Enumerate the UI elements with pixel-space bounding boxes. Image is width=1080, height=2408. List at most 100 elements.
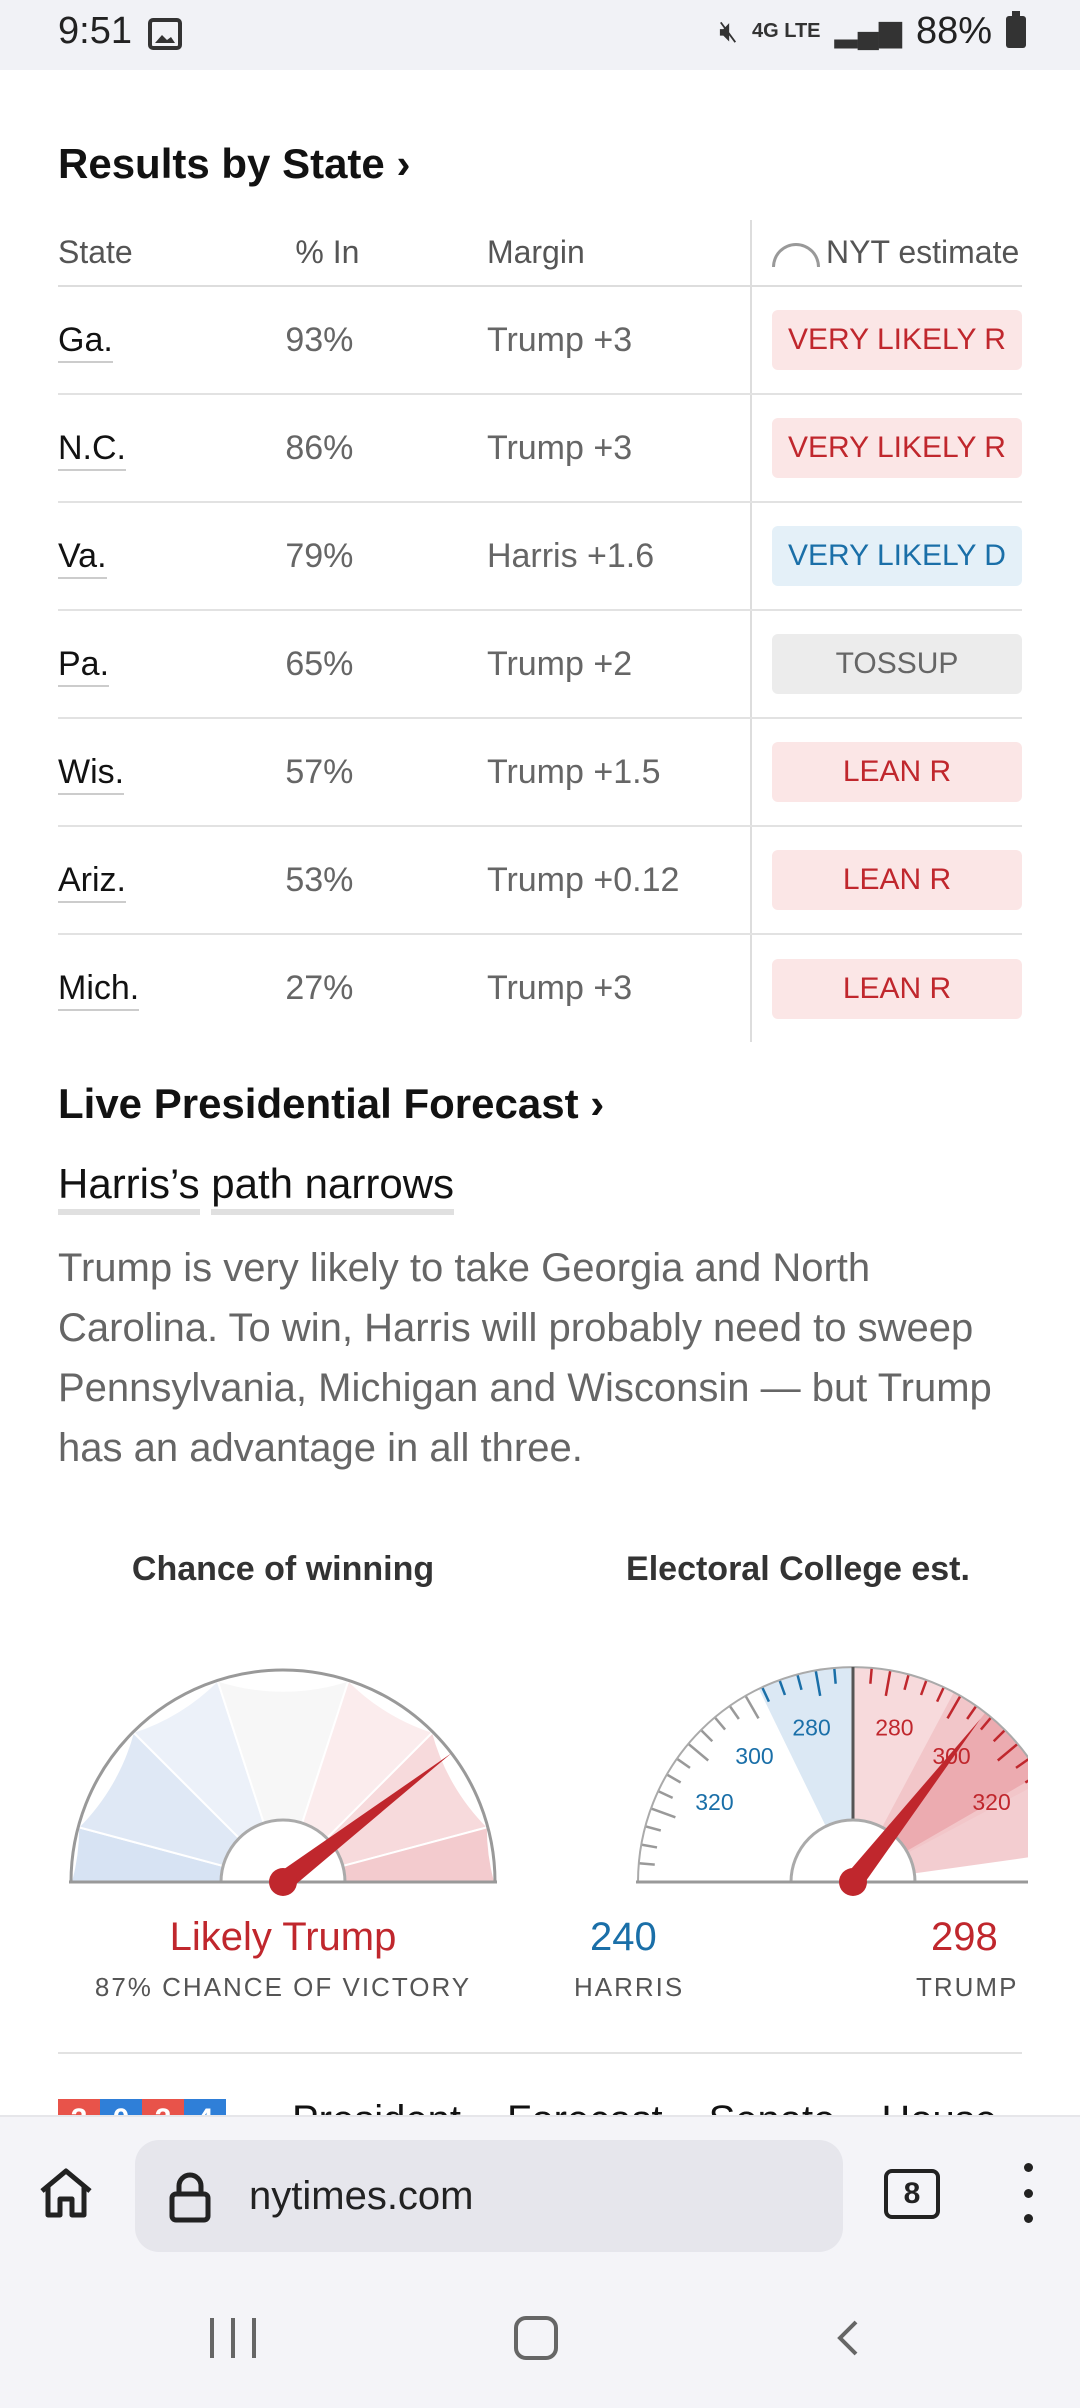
tick-mark [645, 1825, 662, 1832]
tick-mark [979, 1716, 993, 1731]
tick-mark [935, 1686, 945, 1703]
tick-label: 280 [792, 1714, 830, 1740]
tick-mark [966, 1705, 978, 1720]
trump-ev: 298 [931, 1915, 998, 1959]
chance-label: Likely Trump [169, 1915, 397, 1959]
url-text[interactable]: nytimes.com [249, 2174, 474, 2218]
pct-in: 27% [285, 969, 354, 1007]
url-bar[interactable]: nytimes.com [135, 2140, 843, 2252]
results-by-state-link[interactable]: Results by State › [58, 140, 411, 187]
status-bar: 9:51 🔇︎ 4G LTE ▂▄▆ 88% [0, 0, 1080, 70]
harris-band [758, 1667, 853, 1827]
tick-mark [946, 1695, 962, 1719]
divider [58, 2052, 1022, 2054]
state-name[interactable]: N.C. [58, 394, 278, 503]
table-row[interactable]: Ariz. 53% Trump +0.12 LEAN R [58, 826, 1022, 935]
table-row[interactable]: Pa. 65% Trump +2 TOSSUP [58, 610, 1022, 719]
estimate-badge: VERY LIKELY D [772, 526, 1022, 586]
margin: Trump +3 [486, 969, 633, 1007]
tick-mark [778, 1679, 787, 1696]
pct-in: 53% [277, 826, 487, 935]
header-pct-in: % In [277, 220, 487, 287]
forecast-headline[interactable]: Harris’s path narrows [58, 1160, 455, 1215]
chance-sub: 87% CHANCE OF VICTORY [94, 1972, 472, 2002]
signal-icon: ▂▄▆ [834, 15, 902, 48]
margin: Trump +3 [486, 286, 751, 395]
table-row[interactable]: Wis. 57% Trump +1.5 LEAN R [58, 718, 1022, 827]
pct-in: 93% [277, 286, 487, 395]
estimate-badge: VERY LIKELY R [772, 418, 1022, 478]
state-name[interactable]: Ga. [58, 286, 278, 395]
estimate-badge: LEAN R [772, 958, 1022, 1019]
estimate-cell: VERY LIKELY R [750, 286, 1022, 395]
harris-ev-label: HARRIS [574, 1972, 685, 2002]
gallery-icon [148, 18, 182, 50]
tick-mark [687, 1742, 710, 1762]
pct-in: 65% [277, 610, 487, 719]
more-options-icon[interactable] [1016, 2163, 1040, 2223]
header-state: State [58, 220, 278, 287]
browser-toolbar: nytimes.com 8 [0, 2115, 1080, 2260]
table-row[interactable]: N.C. 86% Trump +3 VERY LIKELY R [58, 394, 1022, 503]
state-name[interactable]: Ariz. [58, 826, 278, 935]
chance-gauge-title: Chance of winning [131, 1550, 435, 1588]
electoral-gauge-title: Electoral College est. [626, 1550, 970, 1588]
table-row[interactable]: Ga. 93% Trump +3 VERY LIKELY R [58, 286, 1022, 395]
chance-gauge [69, 1668, 497, 1896]
lock-icon [169, 2172, 211, 2223]
live-forecast-link[interactable]: Live Presidential Forecast › [58, 1080, 605, 1127]
estimate-badge: LEAN R [772, 850, 1022, 910]
tick-mark [641, 1843, 658, 1849]
state-name[interactable]: Pa. [58, 610, 278, 719]
home-button[interactable] [514, 2316, 558, 2360]
estimate-badge: VERY LIKELY R [772, 310, 1022, 370]
estimate-cell: LEAN R [750, 826, 1022, 935]
tick-label: 300 [735, 1743, 773, 1769]
estimate-cell: LEAN R [750, 718, 1022, 827]
state-name[interactable]: Mich. [58, 934, 277, 1042]
tick-mark [728, 1705, 740, 1720]
electoral-gauge: 280300320280300320 [636, 1666, 1028, 1896]
tick-mark [744, 1695, 760, 1719]
recents-button[interactable] [210, 2318, 256, 2358]
tick-label: 280 [875, 1714, 913, 1740]
state-name[interactable]: Va. [58, 502, 278, 611]
tick-mark [992, 1729, 1006, 1743]
gauge-arc [69, 1668, 497, 1883]
tick-mark [761, 1686, 771, 1703]
system-nav-bar [0, 2260, 1080, 2408]
results-table: State % In Margin NYT estimate Ga. 93% Tru… [58, 220, 1022, 1042]
back-button[interactable] [828, 2316, 872, 2360]
estimate-badge: LEAN R [772, 742, 1022, 802]
estimate-cell: VERY LIKELY R [750, 394, 1022, 503]
status-icons: 🔇︎ 4G LTE ▂▄▆ 88% [719, 10, 1026, 53]
needle-icon [772, 242, 820, 267]
table-row[interactable]: Mich. 27% Trump +3 LEAN R [58, 934, 1022, 1042]
needle-pivot [839, 1868, 867, 1896]
tick-mark [657, 1790, 674, 1800]
tick-mark [833, 1667, 837, 1684]
margin: Trump +3 [486, 394, 751, 503]
tick-mark [713, 1716, 727, 1731]
pct-in: 57% [277, 718, 487, 827]
tick-mark [1024, 1779, 1028, 1784]
tick-label: 320 [695, 1789, 733, 1815]
gauge-needle [845, 1718, 981, 1889]
harris-ev: 240 [590, 1915, 657, 1959]
table-row[interactable]: Va. 79% Harris +1.6 VERY LIKELY D [58, 502, 1022, 611]
home-icon[interactable] [36, 2165, 96, 2221]
tick-mark [638, 1862, 655, 1866]
battery-percent: 88% [915, 10, 992, 52]
trump-ev-label: TRUMP [916, 1972, 1019, 2002]
tick-mark [666, 1773, 682, 1784]
tick-mark [1015, 1757, 1028, 1769]
tick-mark [676, 1757, 691, 1769]
estimate-badge: TOSSUP [772, 634, 1022, 694]
needle-pivot [269, 1868, 297, 1896]
margin: Trump +2 [486, 610, 751, 719]
state-name[interactable]: Wis. [58, 718, 278, 827]
tabs-button[interactable]: 8 [884, 2169, 940, 2219]
status-time: 9:51 [58, 10, 132, 52]
margin: Trump +0.12 [486, 826, 751, 935]
tick-mark [884, 1670, 892, 1697]
